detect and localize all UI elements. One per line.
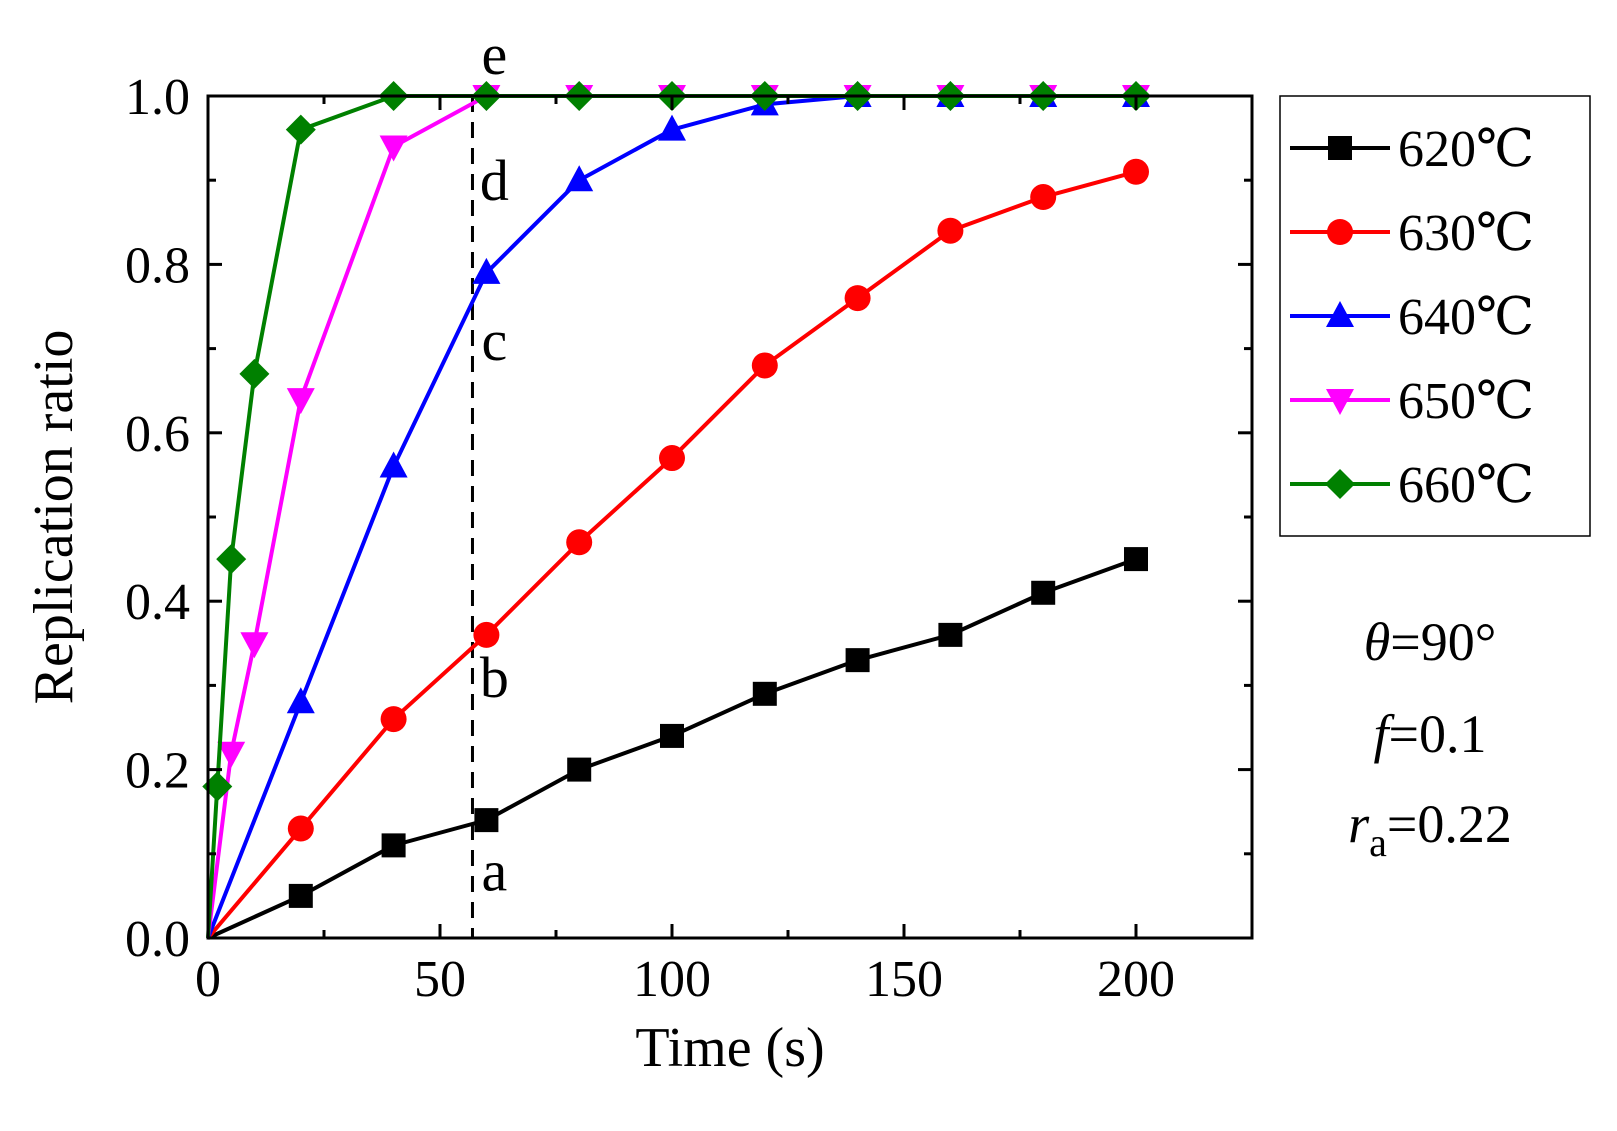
data-point — [1030, 184, 1057, 211]
tick-labels: 0 50 100 150 200 0.0 0.2 0.4 0.6 0.8 1.0 — [125, 69, 1175, 1008]
data-point — [1031, 580, 1056, 605]
data-point — [379, 135, 408, 162]
y-tick-label-5: 1.0 — [125, 69, 190, 126]
series-layer — [202, 81, 1151, 940]
data-point — [217, 741, 246, 768]
param-f: f=0.1 — [1374, 704, 1487, 764]
legend-item-4: 660℃ — [1290, 457, 1534, 514]
param-r: ra=0.22 — [1348, 794, 1512, 865]
series-line-4 — [206, 94, 1136, 939]
x-axis-title: Time (s) — [635, 1017, 824, 1079]
annotation-e: e — [482, 22, 508, 87]
x-tick-label-1: 50 — [414, 951, 466, 1008]
data-point — [474, 808, 499, 833]
data-point — [752, 681, 777, 706]
data-point — [1123, 158, 1149, 185]
legend-item-1: 630℃ — [1290, 205, 1534, 262]
data-point — [379, 451, 408, 478]
data-point — [844, 285, 871, 312]
data-point — [660, 723, 684, 748]
legend-marker — [1326, 389, 1354, 415]
data-point — [658, 114, 686, 141]
y-tick-label-4: 0.8 — [125, 237, 190, 294]
x-tick-label-0: 0 — [195, 951, 221, 1008]
series-line-3 — [206, 94, 1136, 939]
data-point — [239, 358, 270, 389]
legend-item-2: 640℃ — [1290, 289, 1534, 346]
legend-label: 640℃ — [1398, 289, 1534, 346]
series-0 — [207, 547, 1148, 940]
legend-marker — [1328, 136, 1352, 160]
data-point — [938, 622, 963, 647]
y-tick-label-3: 0.6 — [125, 406, 190, 463]
parameter-block: θ=90° f=0.1 ra=0.22 — [1348, 612, 1512, 865]
data-point — [286, 687, 315, 714]
data-point — [473, 621, 500, 648]
legend: 620℃ 630℃ 640℃ 650℃ 660℃ — [1279, 95, 1591, 537]
data-point — [565, 165, 594, 192]
series-line-1 — [206, 169, 1137, 940]
data-point — [216, 544, 247, 575]
annotation-d: d — [480, 148, 509, 213]
data-point — [567, 757, 592, 782]
y-tick-label-0: 0.0 — [125, 911, 190, 968]
data-point — [287, 815, 314, 842]
legend-label: 630℃ — [1398, 205, 1534, 262]
y-axis-title: Replication ratio — [23, 330, 85, 705]
data-point — [751, 352, 778, 379]
annotation-a: a — [482, 839, 508, 904]
x-tick-label-3: 150 — [865, 951, 943, 1008]
data-point — [845, 648, 870, 673]
data-point — [566, 529, 593, 556]
data-point — [1124, 547, 1148, 572]
data-point — [659, 445, 685, 472]
y-tick-label-2: 0.4 — [125, 574, 190, 631]
legend-item-3: 650℃ — [1290, 373, 1534, 430]
data-point — [285, 114, 316, 145]
x-tick-label-4: 200 — [1097, 951, 1175, 1008]
param-theta: θ=90° — [1364, 612, 1497, 672]
series-1 — [206, 158, 1149, 940]
legend-marker — [1327, 219, 1353, 245]
data-point — [286, 388, 315, 415]
legend-marker — [1326, 301, 1354, 327]
axis-ticks — [206, 94, 1252, 940]
annotation-b: b — [480, 645, 509, 710]
series-3 — [206, 85, 1150, 939]
legend-marker — [1325, 469, 1355, 499]
data-point — [240, 632, 269, 659]
data-point — [937, 217, 964, 244]
data-point — [202, 771, 233, 802]
point-annotations: a b c de — [480, 22, 509, 904]
series-line-0 — [207, 557, 1137, 940]
data-point — [472, 257, 501, 284]
data-point — [381, 833, 406, 858]
series-line-2 — [206, 94, 1136, 939]
data-point — [288, 883, 313, 908]
legend-label: 650℃ — [1398, 373, 1534, 430]
x-tick-label-2: 100 — [633, 951, 711, 1008]
legend-item-0: 620℃ — [1290, 121, 1534, 178]
y-tick-label-1: 0.2 — [125, 743, 190, 800]
data-point — [380, 706, 407, 733]
legend-label: 620℃ — [1398, 121, 1534, 178]
legend-label: 660℃ — [1398, 457, 1534, 514]
annotation-c: c — [482, 308, 508, 373]
